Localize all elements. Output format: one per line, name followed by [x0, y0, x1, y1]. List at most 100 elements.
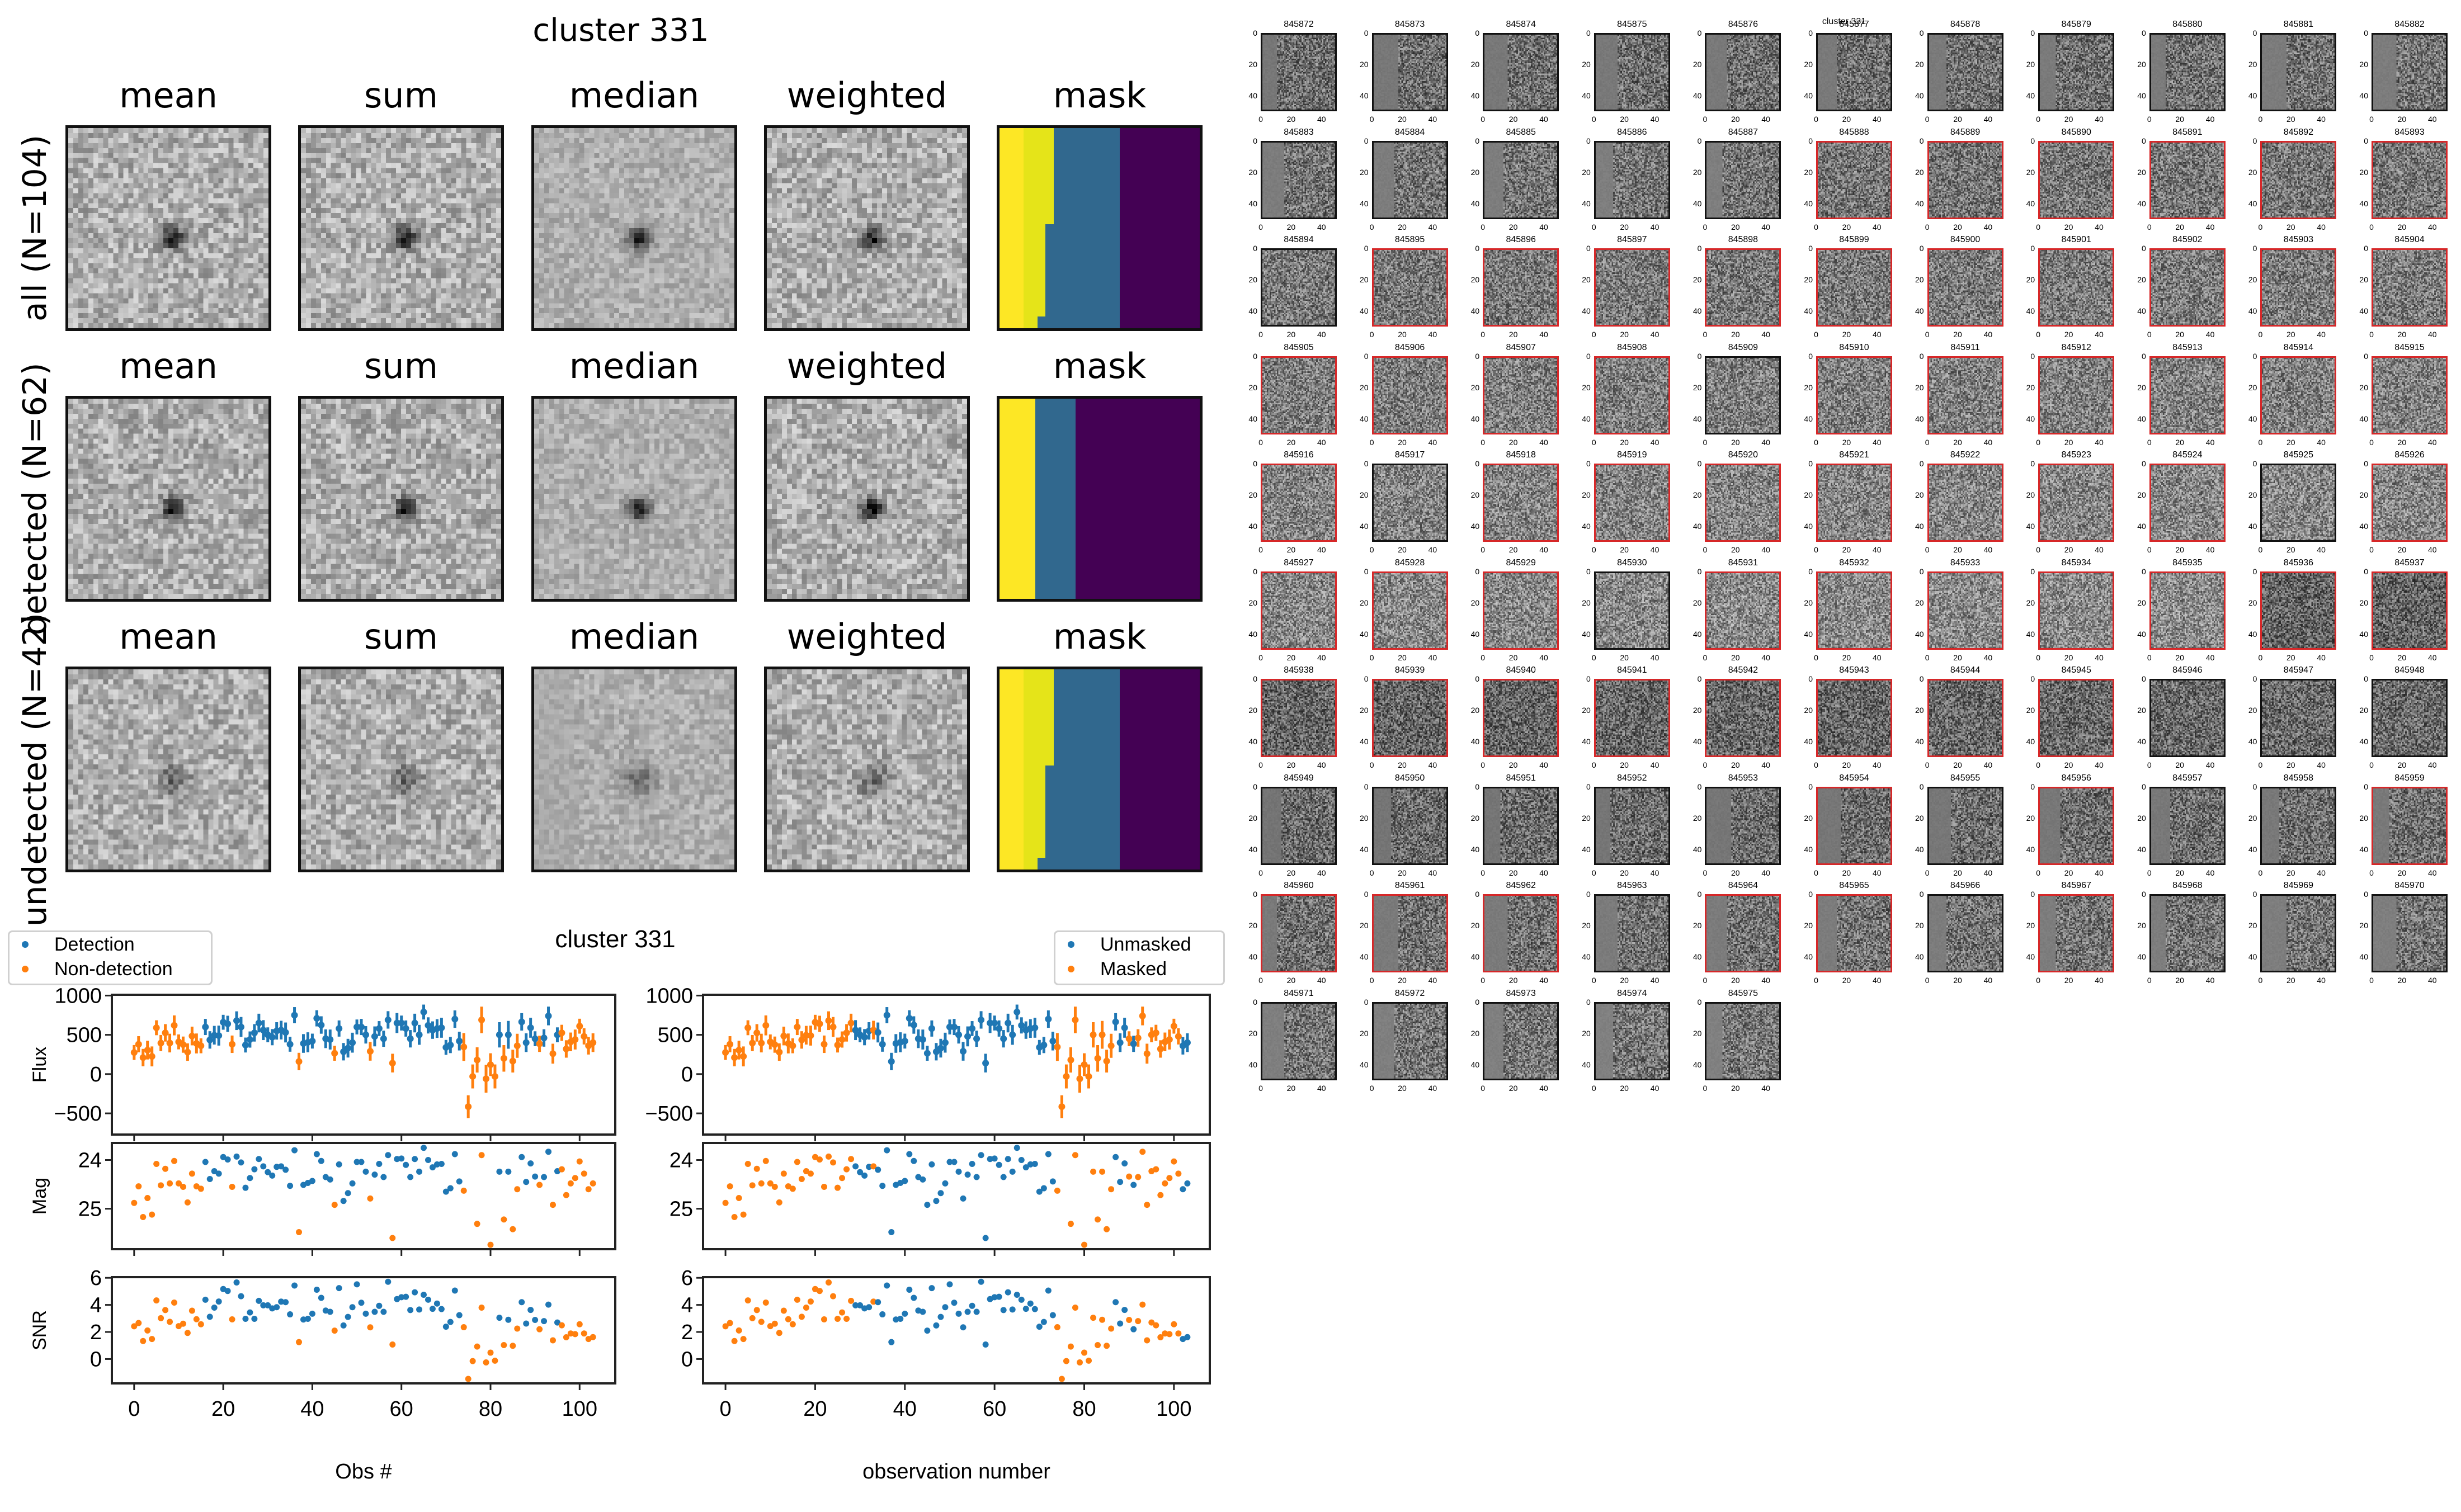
thumbnail-image[interactable]	[1705, 894, 1781, 972]
thumbnail-image[interactable]	[2372, 571, 2448, 650]
thumbnail-image[interactable]	[1816, 140, 1892, 219]
thumbnail-image[interactable]	[1816, 33, 1892, 111]
thumbnail-image[interactable]	[1816, 894, 1892, 972]
thumbnail-image[interactable]	[2038, 464, 2115, 542]
thumbnail-image[interactable]	[1371, 464, 1448, 542]
thumbnail-image[interactable]	[1705, 1001, 1781, 1080]
thumbnail-image[interactable]	[2038, 33, 2115, 111]
thumbnail-image[interactable]	[2372, 140, 2448, 219]
thumbnail-image[interactable]	[2260, 679, 2337, 757]
thumbnail-image[interactable]	[1593, 464, 1670, 542]
thumbnail-image[interactable]	[2149, 33, 2226, 111]
thumbnail-image[interactable]	[2260, 248, 2337, 327]
thumbnail-image[interactable]	[1483, 140, 1559, 219]
thumbnail-image[interactable]	[1371, 140, 1448, 219]
thumbnail-image[interactable]	[2372, 894, 2448, 972]
thumbnail-image[interactable]	[1705, 33, 1781, 111]
thumbnail-image[interactable]	[1261, 679, 1337, 757]
thumbnail-image[interactable]	[1927, 356, 2003, 434]
thumbnail-image[interactable]	[1483, 786, 1559, 865]
thumbnail-image[interactable]	[2038, 140, 2115, 219]
thumbnail-image[interactable]	[1816, 248, 1892, 327]
thumbnail-image[interactable]	[1705, 786, 1781, 865]
thumbnail-image[interactable]	[1483, 571, 1559, 650]
thumbnail-image[interactable]	[1261, 894, 1337, 972]
thumbnail-image[interactable]	[1593, 894, 1670, 972]
thumbnail-image[interactable]	[1927, 140, 2003, 219]
thumbnail-image[interactable]	[1816, 571, 1892, 650]
thumbnail-image[interactable]	[1483, 33, 1559, 111]
thumbnail-image[interactable]	[1927, 248, 2003, 327]
thumbnail-image[interactable]	[2260, 33, 2337, 111]
thumbnail-image[interactable]	[2149, 248, 2226, 327]
thumbnail-image[interactable]	[1593, 571, 1670, 650]
thumbnail-image[interactable]	[2260, 140, 2337, 219]
thumbnail-image[interactable]	[1261, 1001, 1337, 1080]
thumbnail-image[interactable]	[2260, 464, 2337, 542]
thumbnail-image[interactable]	[1927, 679, 2003, 757]
thumbnail-image[interactable]	[2149, 679, 2226, 757]
thumbnail-image[interactable]	[1261, 248, 1337, 327]
thumbnail-image[interactable]	[2149, 464, 2226, 542]
thumbnail-image[interactable]	[1816, 356, 1892, 434]
thumbnail-image[interactable]	[2260, 571, 2337, 650]
thumbnail-image[interactable]	[2372, 248, 2448, 327]
thumbnail-image[interactable]	[1593, 140, 1670, 219]
thumbnail-image[interactable]	[2372, 356, 2448, 434]
thumbnail-image[interactable]	[1593, 33, 1670, 111]
thumbnail-image[interactable]	[2038, 356, 2115, 434]
thumbnail-image[interactable]	[1705, 248, 1781, 327]
thumbnail-image[interactable]	[2149, 571, 2226, 650]
thumbnail-image[interactable]	[1261, 571, 1337, 650]
thumbnail-image[interactable]	[1371, 679, 1448, 757]
thumbnail-image[interactable]	[1371, 894, 1448, 972]
thumbnail-image[interactable]	[2038, 894, 2115, 972]
thumbnail-image[interactable]	[1483, 464, 1559, 542]
thumbnail-image[interactable]	[2038, 786, 2115, 865]
thumbnail-image[interactable]	[2149, 786, 2226, 865]
thumbnail-image[interactable]	[2372, 679, 2448, 757]
thumbnail-image[interactable]	[1261, 786, 1337, 865]
thumbnail-image[interactable]	[1371, 33, 1448, 111]
thumbnail-image[interactable]	[1816, 679, 1892, 757]
thumbnail-image[interactable]	[1816, 464, 1892, 542]
thumbnail-image[interactable]	[1927, 786, 2003, 865]
thumbnail-image[interactable]	[1927, 33, 2003, 111]
thumbnail-image[interactable]	[1371, 786, 1448, 865]
thumbnail-image[interactable]	[1483, 894, 1559, 972]
thumbnail-image[interactable]	[2149, 140, 2226, 219]
thumbnail-image[interactable]	[1593, 1001, 1670, 1080]
thumbnail-image[interactable]	[1371, 571, 1448, 650]
thumbnail-image[interactable]	[1593, 679, 1670, 757]
thumbnail-image[interactable]	[1483, 679, 1559, 757]
thumbnail-image[interactable]	[1705, 356, 1781, 434]
thumbnail-image[interactable]	[2038, 679, 2115, 757]
thumbnail-image[interactable]	[2149, 894, 2226, 972]
thumbnail-image[interactable]	[1261, 140, 1337, 219]
thumbnail-image[interactable]	[1705, 140, 1781, 219]
thumbnail-image[interactable]	[1261, 33, 1337, 111]
thumbnail-image[interactable]	[2372, 464, 2448, 542]
thumbnail-image[interactable]	[1371, 1001, 1448, 1080]
thumbnail-image[interactable]	[1705, 464, 1781, 542]
thumbnail-image[interactable]	[1593, 248, 1670, 327]
thumbnail-image[interactable]	[1593, 786, 1670, 865]
thumbnail-image[interactable]	[1816, 786, 1892, 865]
thumbnail-image[interactable]	[1261, 356, 1337, 434]
thumbnail-image[interactable]	[1593, 356, 1670, 434]
thumbnail-image[interactable]	[2038, 571, 2115, 650]
thumbnail-image[interactable]	[1371, 248, 1448, 327]
thumbnail-image[interactable]	[1705, 679, 1781, 757]
thumbnail-image[interactable]	[2149, 356, 2226, 434]
thumbnail-image[interactable]	[1927, 571, 2003, 650]
thumbnail-image[interactable]	[2372, 33, 2448, 111]
thumbnail-image[interactable]	[1371, 356, 1448, 434]
thumbnail-image[interactable]	[1483, 248, 1559, 327]
thumbnail-image[interactable]	[2260, 894, 2337, 972]
thumbnail-image[interactable]	[1927, 894, 2003, 972]
thumbnail-image[interactable]	[2372, 786, 2448, 865]
thumbnail-image[interactable]	[1483, 356, 1559, 434]
thumbnail-image[interactable]	[2260, 786, 2337, 865]
thumbnail-image[interactable]	[1261, 464, 1337, 542]
thumbnail-image[interactable]	[1705, 571, 1781, 650]
